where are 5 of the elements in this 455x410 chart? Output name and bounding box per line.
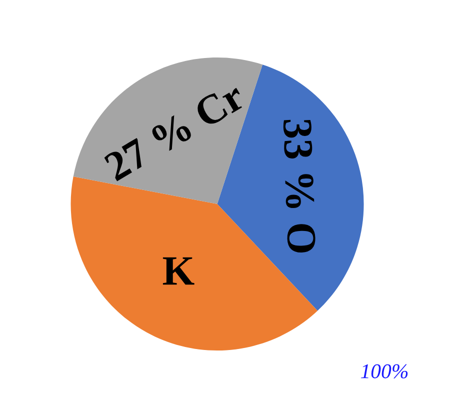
text: 100% xyxy=(360,364,408,378)
slice-label: 33 % O xyxy=(283,119,316,253)
slice-label: K xyxy=(162,257,194,285)
pie-slice xyxy=(73,57,263,204)
slice-label: 27 % Cr xyxy=(103,80,247,182)
